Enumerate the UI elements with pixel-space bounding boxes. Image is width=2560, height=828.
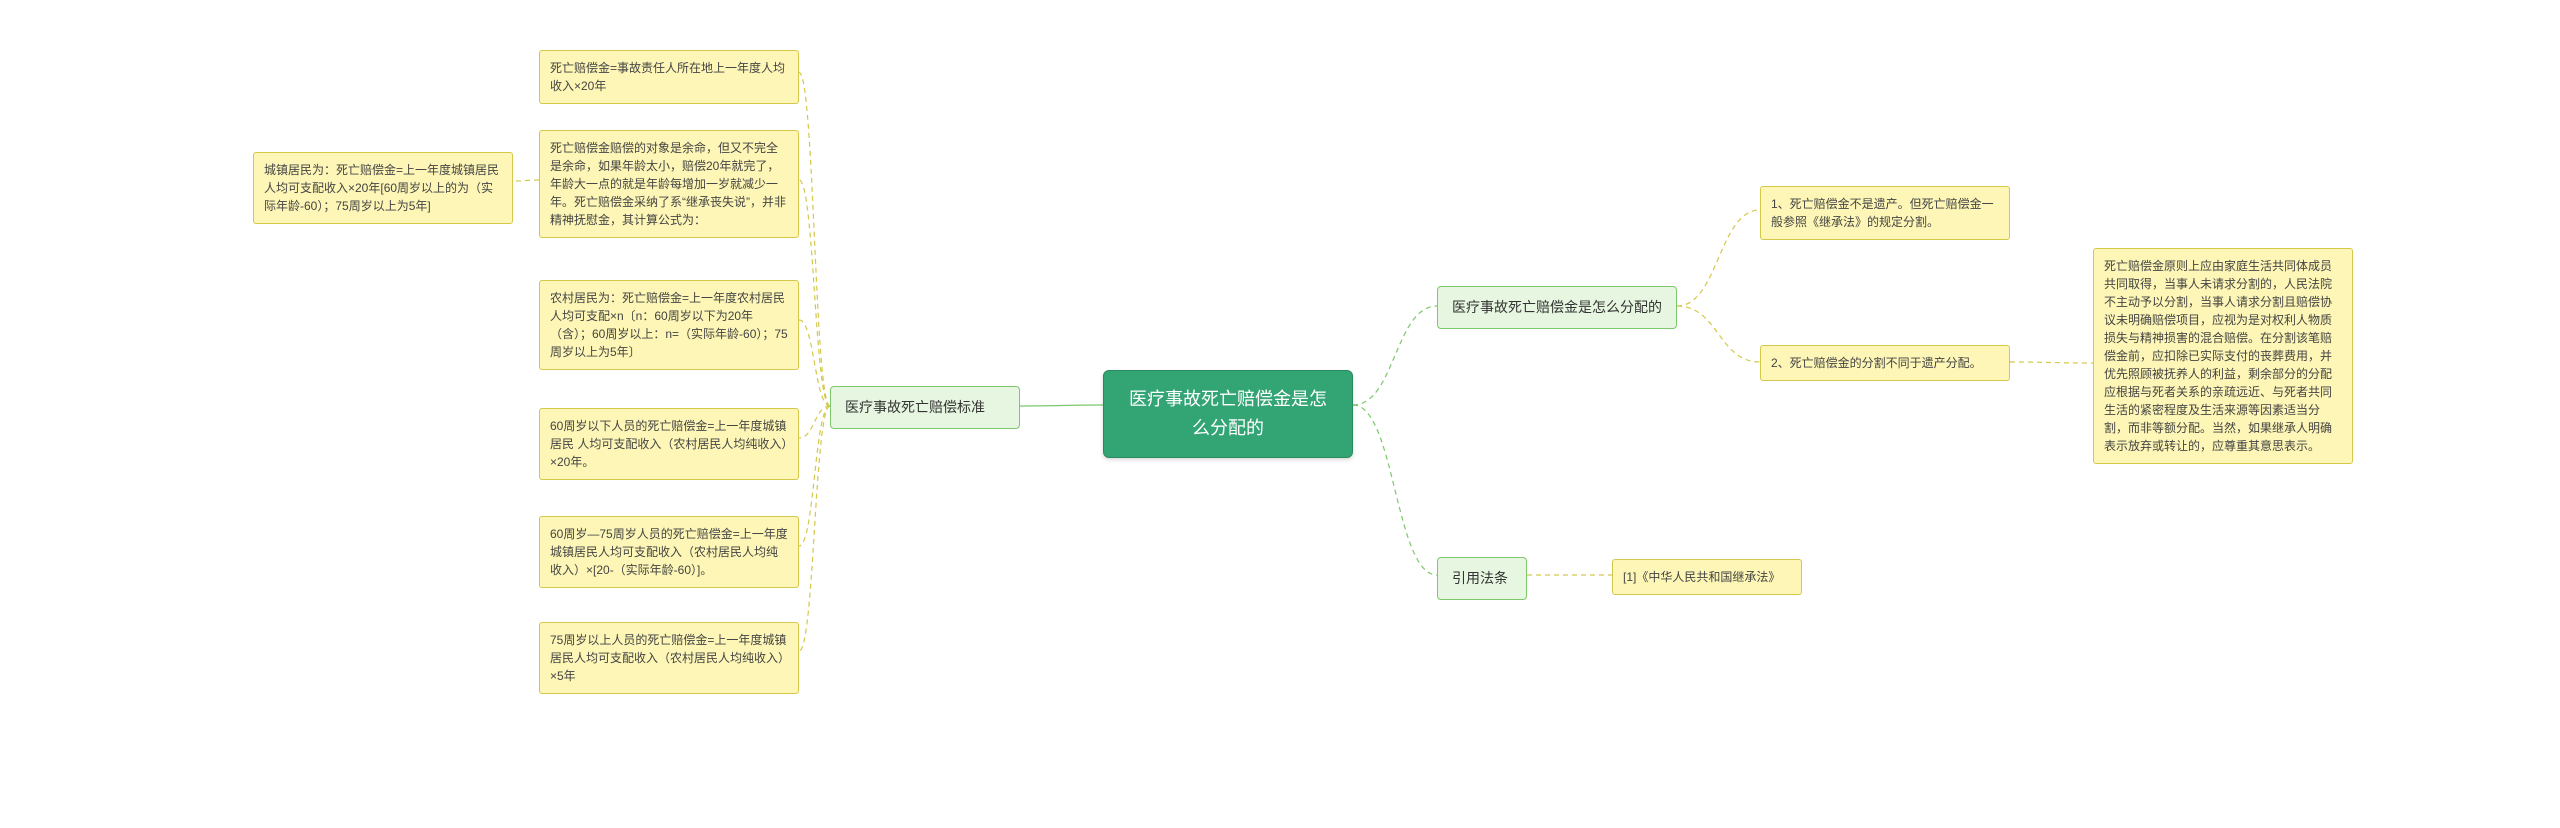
- left-item-5[interactable]: 75周岁以上人员的死亡赔偿金=上一年度城镇居民人均可支配收入（农村居民人均纯收入…: [539, 622, 799, 694]
- right-0-item-1-sub[interactable]: 死亡赔偿金原则上应由家庭生活共同体成员共同取得，当事人未请求分割的，人民法院不主…: [2093, 248, 2353, 464]
- right-branch-1[interactable]: 引用法条: [1437, 557, 1527, 600]
- left-item-1-sub[interactable]: 城镇居民为：死亡赔偿金=上一年度城镇居民人均可支配收入×20年[60周岁以上的为…: [253, 152, 513, 224]
- right-0-item-1[interactable]: 2、死亡赔偿金的分割不同于遗产分配。: [1760, 345, 2010, 381]
- left-item-1[interactable]: 死亡赔偿金赔偿的对象是余命，但又不完全是余命，如果年龄太小，赔偿20年就完了，年…: [539, 130, 799, 238]
- right-1-item-0[interactable]: [1]《中华人民共和国继承法》: [1612, 559, 1802, 595]
- right-branch-0[interactable]: 医疗事故死亡赔偿金是怎么分配的: [1437, 286, 1677, 329]
- left-item-4[interactable]: 60周岁—75周岁人员的死亡赔偿金=上一年度城镇居民人均可支配收入（农村居民人均…: [539, 516, 799, 588]
- left-item-2[interactable]: 农村居民为：死亡赔偿金=上一年度农村居民人均可支配×n〔n：60周岁以下为20年…: [539, 280, 799, 370]
- right-0-item-0[interactable]: 1、死亡赔偿金不是遗产。但死亡赔偿金一般参照《继承法》的规定分割。: [1760, 186, 2010, 240]
- left-item-0[interactable]: 死亡赔偿金=事故责任人所在地上一年度人均收入×20年: [539, 50, 799, 104]
- left-branch[interactable]: 医疗事故死亡赔偿标准: [830, 386, 1020, 429]
- left-item-3[interactable]: 60周岁以下人员的死亡赔偿金=上一年度城镇居民 人均可支配收入（农村居民人均纯收…: [539, 408, 799, 480]
- root-node[interactable]: 医疗事故死亡赔偿金是怎么分配的: [1103, 370, 1353, 458]
